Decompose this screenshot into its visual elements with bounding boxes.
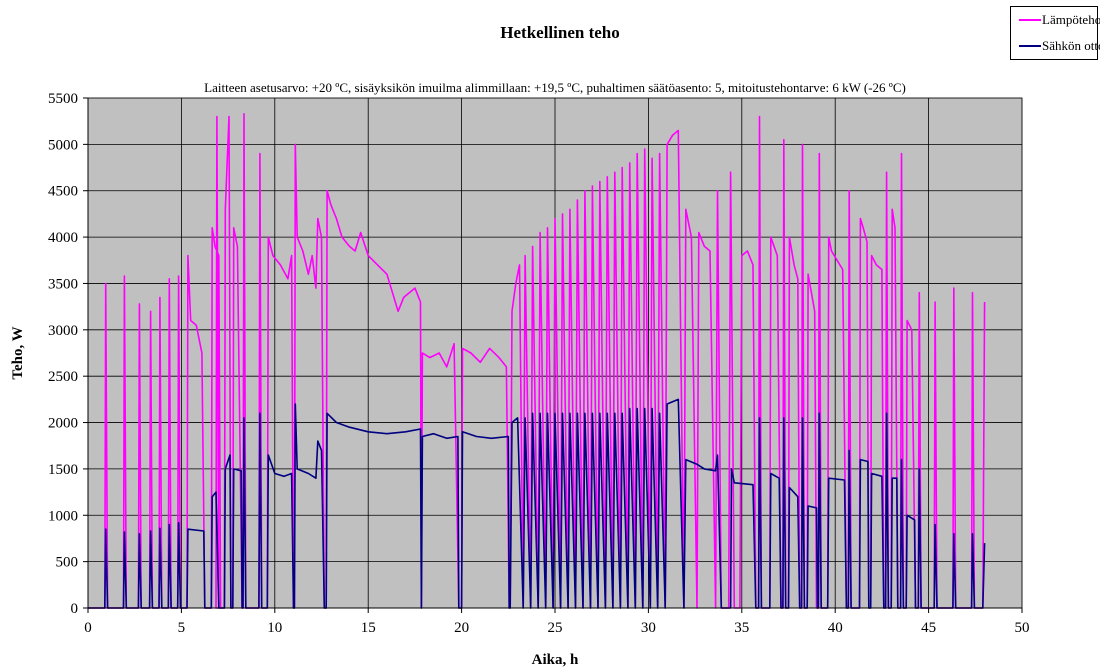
legend-item-lampoteho: Lämpöteho: [1011, 10, 1100, 30]
x-tick-label: 25: [548, 620, 563, 636]
x-tick-label: 20: [454, 620, 469, 636]
y-tick-label: 1500: [48, 462, 78, 478]
y-tick-label: 2500: [48, 369, 78, 385]
y-tick-label: 4500: [48, 184, 78, 200]
y-tick-label: 1000: [48, 508, 78, 524]
legend-item-sahkon-ottoteho: Sähkön ottoteho: [1011, 36, 1100, 56]
legend-swatch-lampoteho: [1019, 19, 1041, 21]
x-tick-label: 15: [361, 620, 376, 636]
x-tick-label: 35: [734, 620, 749, 636]
x-tick-label: 5: [178, 620, 186, 636]
x-tick-label: 50: [1015, 620, 1030, 636]
y-tick-label: 3500: [48, 276, 78, 292]
y-tick-label: 5000: [48, 137, 78, 153]
chart-subtitle: Laitteen asetusarvo: +20 ºC, sisäyksikön…: [204, 80, 906, 95]
y-tick-label: 500: [56, 555, 79, 571]
y-tick-label: 5500: [48, 91, 78, 107]
legend: Lämpöteho Sähkön ottoteho: [1010, 6, 1100, 60]
x-axis-title: Aika, h: [532, 652, 579, 668]
legend-label-lampoteho: Lämpöteho: [1042, 12, 1100, 27]
y-tick-label: 4000: [48, 230, 78, 246]
y-tick-label: 0: [71, 601, 79, 617]
y-axis-title: Teho, W: [10, 326, 26, 379]
x-tick-label: 30: [641, 620, 656, 636]
x-tick-label: 40: [828, 620, 843, 636]
x-tick-label: 45: [921, 620, 936, 636]
x-axis-ticks: 0 5 10 15 20 25 30 35 40 45 50: [84, 608, 1030, 636]
y-tick-label: 3000: [48, 323, 78, 339]
legend-label-sahkon-ottoteho: Sähkön ottoteho: [1042, 38, 1100, 53]
x-tick-label: 0: [84, 620, 92, 636]
x-tick-label: 10: [267, 620, 282, 636]
chart-title: Hetkellinen teho: [500, 23, 619, 42]
y-axis-ticks: 0 500 1000 1500 2000 2500 3000 3500 4000 4500 5000…: [48, 91, 88, 617]
y-tick-label: 2000: [48, 416, 78, 432]
legend-swatch-sahkon-ottoteho: [1019, 45, 1041, 47]
